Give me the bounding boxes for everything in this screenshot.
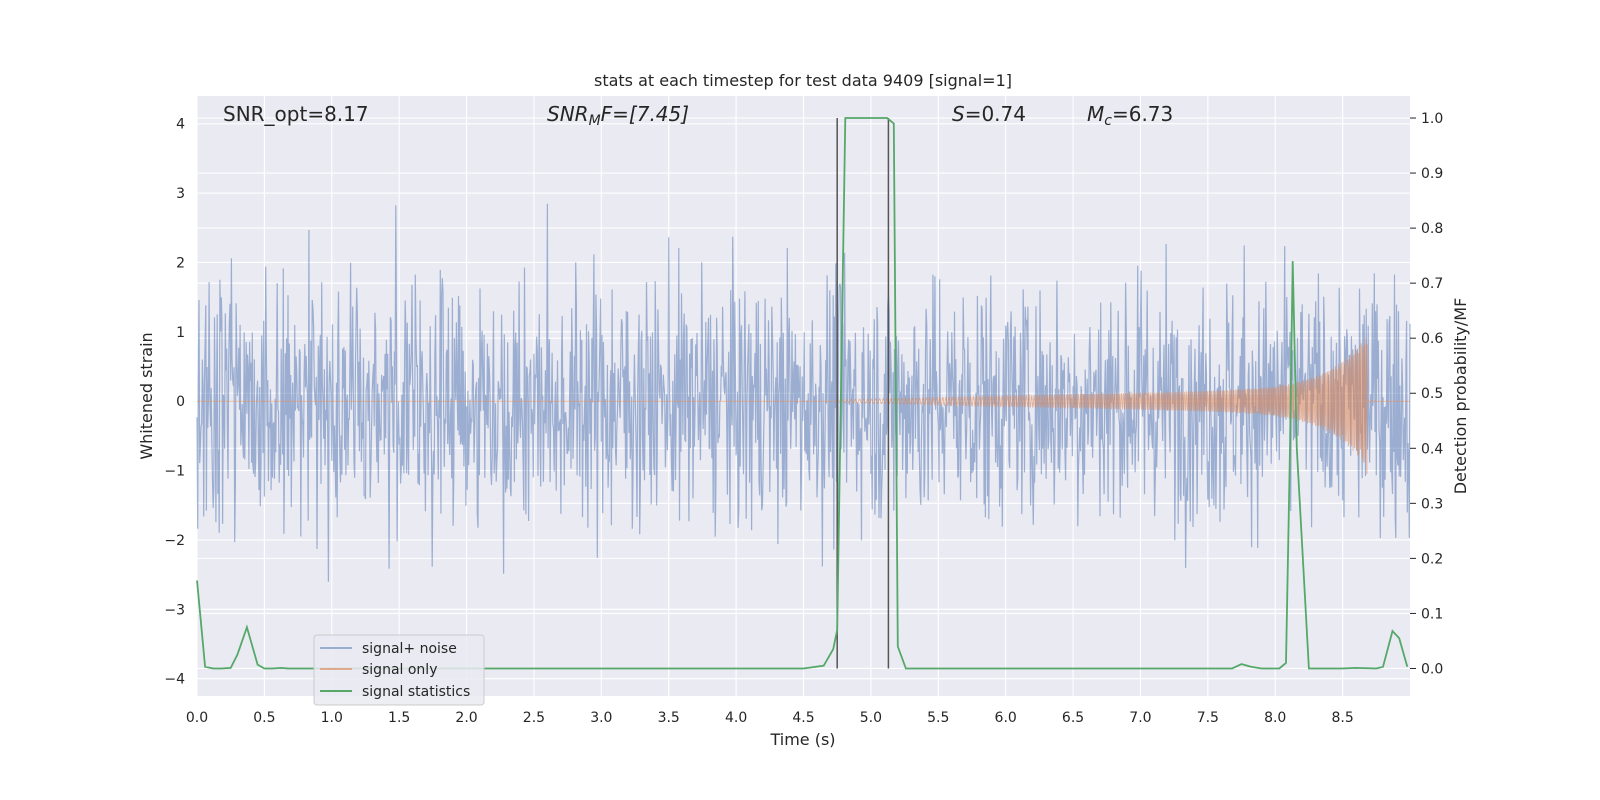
x-tick-label: 3.5	[658, 710, 680, 726]
y-tick-label-left: 4	[176, 117, 185, 133]
y-tick-label-left: 2	[176, 255, 185, 271]
annotation-mc-label: M	[1087, 102, 1104, 126]
x-tick-label: 6.5	[1062, 710, 1084, 726]
x-tick-label: 5.5	[927, 710, 949, 726]
x-tick-label: 2.0	[455, 710, 477, 726]
y-tick-label-right: 0.7	[1421, 276, 1443, 292]
y-tick-label-right: 0.6	[1421, 331, 1443, 347]
signal-statistics-line	[196, 117, 1409, 670]
y-tick-label-right: 0.8	[1421, 221, 1443, 237]
y-tick-label-left: 3	[176, 186, 185, 202]
x-tick-label: 0.0	[186, 710, 208, 726]
y-tick-label-right: 0.0	[1421, 661, 1443, 677]
y-tick-label-right: 0.3	[1421, 496, 1443, 512]
x-tick-label: 3.0	[590, 710, 612, 726]
y-tick-label-right: 1.0	[1421, 111, 1443, 127]
annotation-s-label: S	[952, 102, 965, 126]
y-tick-label-right: 0.9	[1421, 166, 1443, 182]
series-signal-noise	[196, 203, 1411, 582]
x-tick-label: 1.5	[388, 710, 410, 726]
legend-label-signal-statistics: signal statistics	[362, 684, 470, 700]
x-tick-label: 6.0	[995, 710, 1017, 726]
annotation-snr-mf-sub: M	[589, 113, 601, 129]
y-tick-label-left: −2	[164, 533, 185, 549]
y-tick-label-left: 1	[176, 325, 185, 341]
annotation-snr-mf: SNRMF=[7.45]	[547, 102, 689, 129]
x-tick-label: 7.5	[1197, 710, 1219, 726]
y-tick-label-left: −1	[164, 464, 185, 480]
y-tick-label-left: −3	[164, 602, 185, 618]
legend-label-signal-only: signal only	[362, 662, 437, 678]
y-axis-label-right: Detection probability/MF	[1451, 298, 1470, 495]
annotation-mc-sub: c	[1104, 113, 1112, 129]
series-signal-statistics	[196, 117, 1409, 670]
axis-ticks: 0.0 0.5 1.0 1.5 2.0 2.5 3.0 3.5 4.0 4.5 5.0 5.5 6.0 6…	[164, 111, 1443, 726]
signal-only-line	[197, 337, 1410, 474]
x-tick-label: 7.0	[1129, 710, 1151, 726]
annotation-snr-mf-main: SNR	[547, 102, 589, 126]
x-tick-label: 4.0	[725, 710, 747, 726]
annotation-snr-opt: SNR_opt=8.17	[223, 102, 369, 126]
x-axis-label: Time (s)	[769, 730, 835, 749]
y-tick-label-right: 0.4	[1421, 441, 1443, 457]
annotation-s-value: =0.74	[965, 102, 1026, 126]
x-tick-label: 0.5	[253, 710, 275, 726]
chart-title: stats at each timestep for test data 940…	[594, 71, 1012, 90]
y-tick-label-right: 0.1	[1421, 606, 1443, 622]
x-tick-label: 8.0	[1264, 710, 1286, 726]
legend-box	[313, 634, 485, 706]
annotation-mc-value: =6.73	[1112, 102, 1173, 126]
y-tick-label-right: 0.5	[1421, 386, 1443, 402]
x-tick-label: 4.5	[792, 710, 814, 726]
y-tick-label-left: 0	[176, 394, 185, 410]
y-tick-label-right: 0.2	[1421, 551, 1443, 567]
x-tick-label: 2.5	[523, 710, 545, 726]
annotation-snr-mf-rest: F=[7.45]	[601, 102, 689, 126]
legend-label-signal-noise: signal+ noise	[362, 641, 457, 657]
annotation-mc: Mc=6.73	[1087, 102, 1173, 129]
legend: signal+ noise signal only signal statist…	[313, 634, 485, 706]
y-axis-label-left: Whitened strain	[137, 332, 156, 459]
signal-noise-line	[196, 203, 1411, 582]
x-tick-label: 5.0	[860, 710, 882, 726]
x-tick-label: 8.5	[1331, 710, 1353, 726]
series-signal-only	[197, 337, 1410, 474]
y-tick-label-left: −4	[164, 672, 185, 688]
annotation-s: S=0.74	[952, 102, 1026, 126]
x-tick-label: 1.0	[321, 710, 343, 726]
